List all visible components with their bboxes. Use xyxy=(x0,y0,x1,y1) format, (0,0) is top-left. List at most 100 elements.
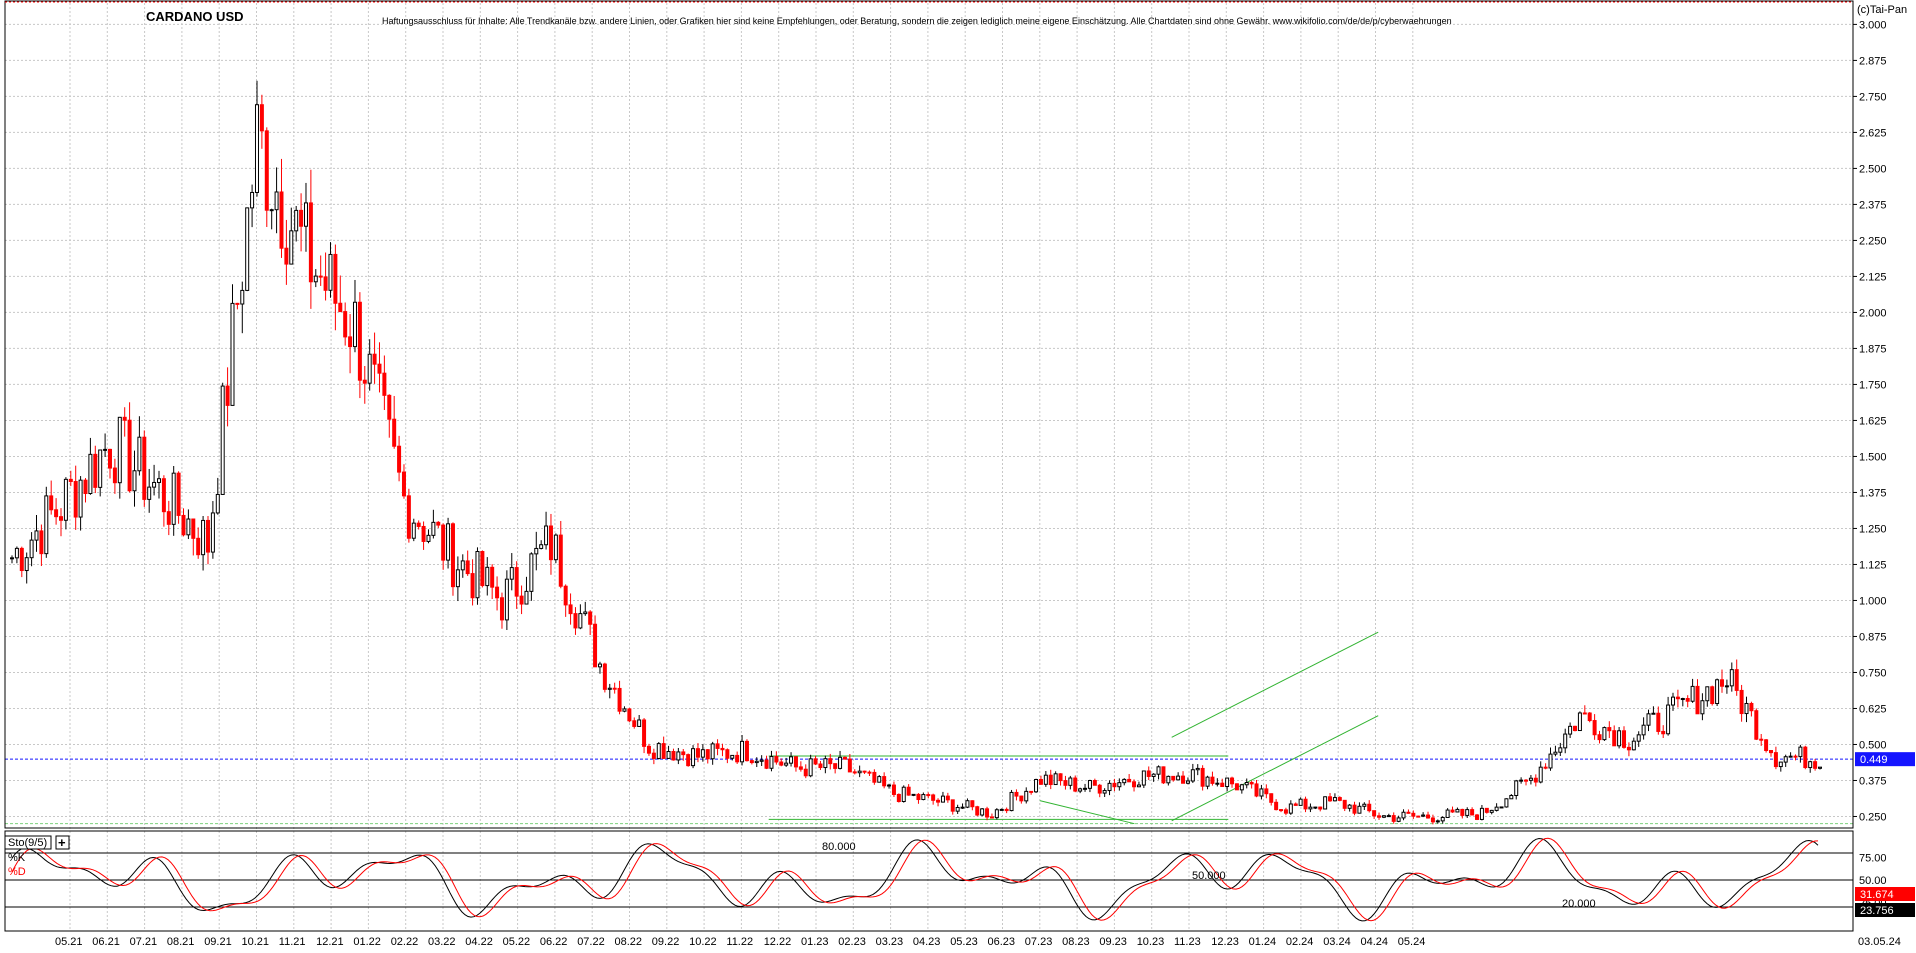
candle-body xyxy=(1661,730,1666,735)
candle-body xyxy=(245,207,250,291)
stochastic-d-line xyxy=(11,837,1819,922)
current-price-badge xyxy=(1855,752,1915,767)
candle-body xyxy=(965,800,970,808)
candle-body xyxy=(1435,820,1440,823)
candle-body xyxy=(1504,798,1509,808)
candle-body xyxy=(1651,712,1656,715)
candle-body xyxy=(901,786,906,802)
candle-body xyxy=(784,762,789,766)
x-tick-label: 02.24 xyxy=(1286,936,1314,948)
candle-body xyxy=(1489,809,1494,813)
candle-body xyxy=(1754,710,1759,740)
candle-body xyxy=(813,758,818,765)
x-tick-label: 07.22 xyxy=(577,936,605,948)
candle-body xyxy=(524,590,529,605)
candle-body xyxy=(818,763,823,769)
candle-body xyxy=(490,566,495,588)
candle-body xyxy=(1073,777,1078,792)
candle-body xyxy=(798,766,803,770)
x-tick-label: 05.21 xyxy=(55,936,83,948)
candle-body xyxy=(1597,734,1602,741)
candle-body xyxy=(1573,725,1578,732)
candle-body xyxy=(759,759,764,762)
candle-body xyxy=(240,289,245,305)
candle-body xyxy=(460,560,465,571)
candle-body xyxy=(269,209,274,212)
candle-body xyxy=(999,808,1004,811)
candle-body xyxy=(950,799,955,812)
candle-body xyxy=(83,479,88,495)
y-tick-label: 0.875 xyxy=(1859,631,1887,643)
candle-body xyxy=(1318,806,1323,810)
stochastic-panel-frame xyxy=(4,830,1854,932)
candle-body xyxy=(289,230,294,265)
candle-body xyxy=(259,104,264,132)
candle-body xyxy=(896,793,901,802)
candle-body xyxy=(421,525,426,542)
candle-body xyxy=(362,379,367,384)
candle-body xyxy=(1136,784,1141,788)
candle-body xyxy=(607,687,612,690)
candle-body xyxy=(431,521,436,536)
candle-body xyxy=(1004,808,1009,812)
candle-body xyxy=(1195,767,1200,771)
candle-body xyxy=(940,795,945,803)
candle-body xyxy=(254,104,259,193)
candle-body xyxy=(1313,806,1318,809)
candle-body xyxy=(1690,685,1695,702)
candle-body xyxy=(774,756,779,763)
x-tick-label: 09.21 xyxy=(204,936,232,948)
candle-body xyxy=(1225,777,1230,788)
candle-body xyxy=(44,495,49,555)
candle-body xyxy=(39,530,44,555)
candle-body xyxy=(450,523,455,588)
candle-body xyxy=(1808,761,1813,769)
candle-body xyxy=(1063,780,1068,786)
candle-body xyxy=(1778,761,1783,768)
candle-body xyxy=(1254,783,1259,797)
candle-body xyxy=(1156,766,1161,775)
candle-body xyxy=(1788,755,1793,758)
stochastic-title-box[interactable] xyxy=(4,835,52,850)
candle-body xyxy=(588,611,593,625)
candle-body xyxy=(1308,806,1313,810)
candle-body xyxy=(1171,775,1176,781)
x-tick-label: 03.23 xyxy=(876,936,904,948)
candle-body xyxy=(401,471,406,497)
candle-body xyxy=(632,720,637,727)
candle-body xyxy=(499,597,504,621)
candle-body xyxy=(593,623,598,668)
candle-body xyxy=(833,763,838,769)
x-tick-label: 10.23 xyxy=(1137,936,1165,948)
candle-body xyxy=(877,776,882,783)
candle-body xyxy=(1729,669,1734,687)
stochastic-expand-button[interactable] xyxy=(55,835,70,850)
x-tick-label: 06.21 xyxy=(92,936,120,948)
k-value-label: 31.674 xyxy=(1860,889,1894,901)
y-tick-label: 2.750 xyxy=(1859,91,1887,103)
candle-body xyxy=(1764,739,1769,752)
candle-body xyxy=(1401,811,1406,819)
candle-body xyxy=(504,578,509,621)
candle-body xyxy=(205,519,210,553)
candle-body xyxy=(1715,679,1720,705)
candle-body xyxy=(411,522,416,539)
candle-body xyxy=(1122,778,1127,784)
candle-body xyxy=(970,800,975,808)
disclaimer-text: Haftungsausschluss für Inhalte: Alle Tre… xyxy=(382,16,1452,26)
candle-body xyxy=(1283,809,1288,814)
candle-body xyxy=(1102,790,1107,794)
falling-trend-line xyxy=(1039,800,1135,825)
candle-body xyxy=(14,547,19,559)
candle-body xyxy=(1381,815,1386,818)
candle-body xyxy=(1058,773,1063,782)
candle-body xyxy=(852,771,857,774)
candle-body xyxy=(936,799,941,803)
candle-body xyxy=(1332,797,1337,802)
candle-body xyxy=(171,472,176,525)
candle-body xyxy=(1475,814,1480,820)
candle-body xyxy=(1734,669,1739,691)
candle-body xyxy=(1083,787,1088,790)
candle-body xyxy=(318,275,323,278)
